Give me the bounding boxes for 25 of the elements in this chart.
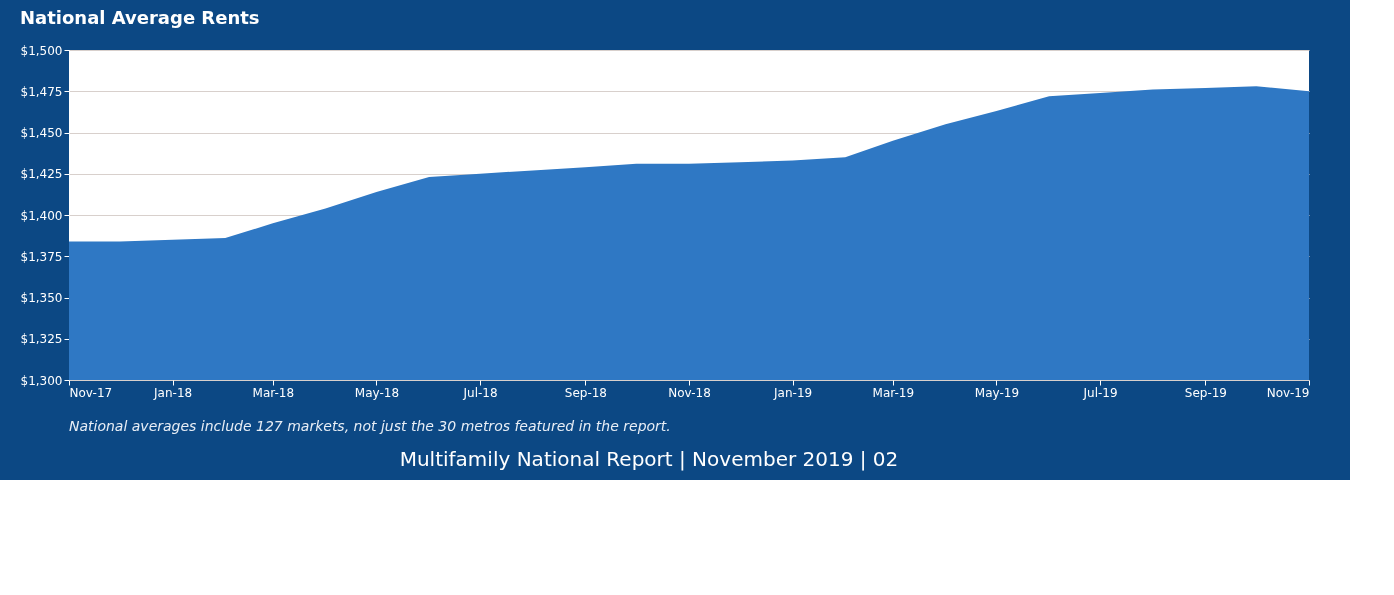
x-tick-label: May-18 [354,385,400,400]
x-tick-label: Jul-18 [462,385,498,400]
y-tick-label: $1,375 [20,249,63,264]
y-tick-label: $1,475 [20,84,63,99]
x-tick-label: May-19 [974,385,1020,400]
x-tick-label: Jan-18 [153,385,193,400]
x-tick-label: Jul-19 [1082,385,1118,400]
x-tick-label: Mar-19 [872,385,915,400]
y-tick-label: $1,425 [20,167,63,182]
y-tick-label: $1,300 [20,373,63,388]
y-tick-label: $1,400 [20,208,63,223]
text: Multifamily National Report | November 2019 | 02 [399,447,899,471]
x-tick-label: Jan-19 [773,385,813,400]
x-tick-label: Nov-19 [1266,385,1310,400]
chart-title: National Average Rents [20,7,260,28]
y-tick-label: $1,450 [20,126,63,140]
x-tick-label: Mar-18 [252,385,295,400]
x-tick-label: Nov-18 [668,385,711,400]
y-tick-label: $1,350 [20,291,63,305]
y-tick-label: $1,500 [20,43,63,58]
x-tick-label: Nov-17 [69,385,113,400]
y-tick-label: $1,325 [20,332,63,347]
x-tick-label: Sep-19 [1184,385,1227,400]
text: National averages include 127 markets, not just the 30 metros featured in the report. [69,418,671,434]
x-tick-label: Sep-18 [564,385,607,400]
